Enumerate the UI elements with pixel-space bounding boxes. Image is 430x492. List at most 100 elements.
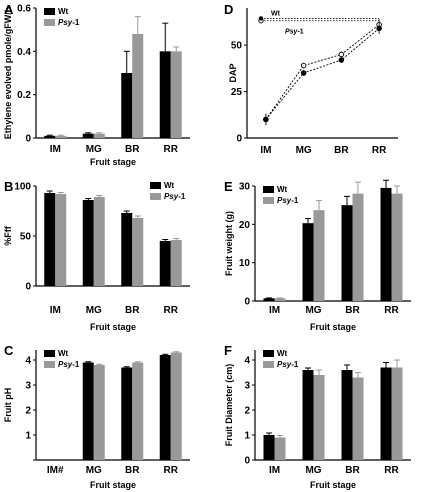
y-axis-title: Fruit weight (g): [224, 211, 234, 276]
x-tick-label: RR: [164, 305, 179, 316]
legend: Wt Psy-1: [44, 349, 80, 369]
y-axis-title: Ethylene evolved pmole/gFW/h: [3, 7, 13, 140]
legend-label-psy-prefix: Psy: [277, 360, 292, 369]
legend-swatch-wt: [44, 8, 55, 15]
bar-psy-rr: [170, 51, 182, 139]
chart-panel-e: E 0 10 20 30 Fruit weight (g) IM MG BR RR Fruit st…: [224, 179, 411, 332]
bar-psy-rr: [391, 367, 403, 460]
legend-label-wt: Wt: [58, 7, 69, 16]
bar-wt-im: [44, 135, 56, 138]
x-tick-label: RR: [164, 465, 179, 476]
x-axis-title: Fruit stage: [310, 322, 356, 332]
legend-label-wt: Wt: [58, 349, 69, 358]
x-tick-label: BR: [125, 144, 140, 155]
x-tick-label: BR: [125, 465, 140, 476]
bar-wt-rr: [380, 187, 392, 301]
y-tick-label: 0: [236, 134, 242, 145]
point-psy-br: [338, 57, 345, 63]
y-tick-label: 50: [231, 41, 243, 52]
y-tick-label: 3: [25, 381, 31, 392]
bar-psy-im: [55, 135, 67, 138]
x-tick-label: MG: [305, 305, 321, 316]
y-axis-title: Fruit Diameter (cm): [224, 364, 234, 447]
bar-psy-rr: [170, 352, 182, 460]
bar-wt-br: [341, 370, 353, 460]
y-tick-label: 0.6: [17, 4, 31, 15]
y-axis-title: Fruit pH: [3, 388, 13, 423]
x-tick-label: IM#: [47, 465, 64, 476]
legend: Wt Psy-1: [263, 185, 299, 205]
y-axis-title: DAP: [228, 63, 238, 82]
bar-psy-br: [352, 377, 364, 460]
legend-label-psy-prefix: Psy: [277, 196, 292, 205]
legend-label-psy-suffix: -1: [297, 28, 303, 35]
bar-wt-br: [121, 367, 133, 460]
legend-label-wt: Wt: [277, 349, 288, 358]
legend-swatch-wt: [44, 350, 55, 357]
x-tick-label: IM: [50, 144, 61, 155]
bar-wt-mg: [82, 133, 94, 138]
legend-label-psy: Psy-1: [58, 18, 80, 27]
legend-label-psy-suffix: -1: [178, 192, 186, 201]
y-tick-label: 25: [231, 87, 243, 98]
bar-wt-mg: [82, 200, 94, 286]
chart-panel-f: F 0 1 2 3 4 Fruit Diameter (cm) IM MG BR RR Fruit s…: [224, 343, 411, 490]
y-tick-label: 0: [25, 282, 31, 293]
x-tick-label: IM: [260, 145, 271, 156]
y-tick-label: 0.4: [17, 47, 31, 58]
chart-panel-d: D 0 25 50 DAP IM MG BR RR Wt Psy-1: [224, 2, 398, 156]
y-tick-label: 50: [20, 232, 32, 243]
legend-label-psy: Psy-1: [58, 360, 80, 369]
legend: Wt Psy-1: [44, 7, 80, 27]
bar-psy-im: [274, 298, 286, 301]
x-tick-label: BR: [125, 305, 140, 316]
bar-psy-mg: [313, 210, 325, 301]
x-tick-label: MG: [305, 465, 321, 476]
bar-psy-br: [132, 362, 144, 460]
y-tick-label: 2: [25, 406, 31, 417]
x-tick-label: IM: [269, 465, 280, 476]
chart-panel-a: A 0 0.2 0.4 0.6 Ethylene evolved pmole/gFW/h I…: [3, 2, 190, 167]
y-tick-label: 1: [25, 431, 31, 442]
x-tick-label: RR: [384, 465, 399, 476]
y-tick-label: 10: [239, 258, 251, 269]
panel-letter: A: [4, 2, 14, 17]
bar-wt-br: [121, 73, 133, 138]
legend-label-psy: Psy-1: [164, 192, 186, 201]
bar-psy-br: [352, 193, 364, 301]
legend-label-psy-suffix: -1: [72, 360, 80, 369]
bar-psy-br: [132, 218, 144, 286]
bar-psy-mg: [313, 375, 325, 460]
y-tick-label: 1: [244, 431, 250, 442]
bar-wt-mg: [302, 370, 314, 460]
x-tick-label: RR: [372, 145, 387, 156]
legend-swatch-wt: [263, 350, 274, 357]
y-tick-label: 0: [244, 456, 250, 467]
bar-psy-br: [132, 34, 144, 138]
legend-label-psy-suffix: -1: [72, 18, 80, 27]
bar-wt-rr: [159, 51, 171, 139]
x-tick-label: RR: [384, 305, 399, 316]
bar-wt-br: [341, 205, 353, 301]
legend-swatch-psy: [263, 361, 274, 368]
legend-label-wt: Wt: [277, 185, 288, 194]
chart-panel-b: B 0 50 100 %Fff IM MG BR RR Fruit stage Wt Psy-1: [3, 179, 190, 332]
x-tick-label: IM: [50, 305, 61, 316]
legend-label-psy-prefix: Psy: [164, 192, 179, 201]
y-tick-label: 100: [14, 182, 31, 193]
point-psy-rr: [376, 25, 382, 32]
legend: Wt Psy-1: [263, 349, 299, 369]
legend-label-psy: Psy-1: [285, 28, 304, 35]
chart-panel-c: C 1 2 3 4 Fruit pH IM# MG BR RR Fruit stage Wt Psy-1: [3, 343, 190, 490]
legend-swatch-wt: [150, 182, 161, 189]
x-tick-label: MG: [86, 465, 102, 476]
legend-label-wt: Wt: [271, 11, 281, 18]
y-tick-label: 0: [244, 297, 250, 308]
x-axis-title: Fruit stage: [90, 322, 136, 332]
x-axis-title: Fruit stage: [310, 480, 356, 490]
x-axis-title: Fruit stage: [90, 480, 136, 490]
y-tick-label: 2: [244, 406, 250, 417]
bar-wt-im: [263, 435, 275, 460]
legend-swatch-psy: [44, 361, 55, 368]
